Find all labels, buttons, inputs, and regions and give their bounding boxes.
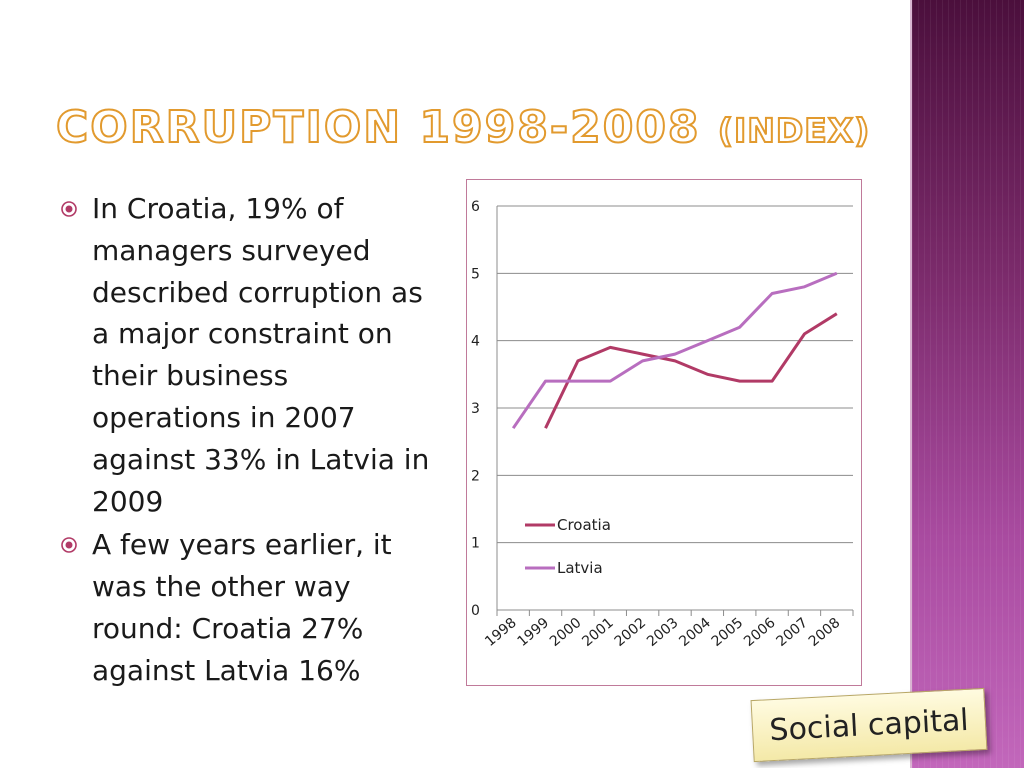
y-tick-label: 1 <box>471 536 480 552</box>
x-tick-label: 2007 <box>773 615 811 650</box>
x-tick-label: 2002 <box>612 615 650 650</box>
y-tick-label: 6 <box>471 199 480 215</box>
y-tick-label: 3 <box>471 401 480 417</box>
legend-label-croatia: Croatia <box>557 516 611 534</box>
y-tick-label: 0 <box>471 603 480 619</box>
x-tick-label: 2005 <box>709 615 747 650</box>
social-capital-stamp: Social capital <box>750 687 988 763</box>
sidebar-divider <box>910 0 912 768</box>
bullet-list: In Croatia, 19% of managers surveyed des… <box>60 188 440 694</box>
circle-dot-icon <box>60 188 92 229</box>
title-suffix: (index) <box>717 110 871 151</box>
x-tick-label: 2003 <box>644 615 682 650</box>
x-tick-label: 1999 <box>515 615 553 650</box>
x-tick-label: 2008 <box>806 615 844 650</box>
legend-label-latvia: Latvia <box>557 559 603 577</box>
series-line-latvia <box>511 271 838 430</box>
chart-canvas: 0123456199819992000200120022003200420052… <box>471 199 854 650</box>
bullet-text: In Croatia, 19% of managers surveyed des… <box>92 192 430 518</box>
x-tick-label: 2004 <box>676 615 714 650</box>
circle-dot-icon <box>60 524 92 565</box>
stamp-label: Social capital <box>768 702 970 748</box>
bullet-text: A few years earlier, it was the other wa… <box>92 528 392 687</box>
title-main: Corruption 1998-2008 <box>55 101 701 154</box>
decorative-sidebar <box>912 0 1024 768</box>
bullet-item: In Croatia, 19% of managers surveyed des… <box>60 188 440 522</box>
x-tick-label: 1998 <box>482 615 520 650</box>
y-tick-label: 5 <box>471 266 480 282</box>
slide-title: Corruption 1998-2008 (index) <box>55 101 871 154</box>
line-chart: 0 1 2 3 4 5 6 1998 1999 2000 2001 2002 2003 2004 2005 2… <box>466 179 862 686</box>
y-tick-label: 4 <box>471 334 480 350</box>
x-tick-label: 2001 <box>579 615 617 650</box>
y-tick-label: 2 <box>471 468 480 484</box>
x-tick-label: 2006 <box>741 615 779 650</box>
series-line-croatia <box>544 312 838 429</box>
x-tick-label: 2000 <box>547 615 585 650</box>
bullet-item: A few years earlier, it was the other wa… <box>60 524 440 691</box>
